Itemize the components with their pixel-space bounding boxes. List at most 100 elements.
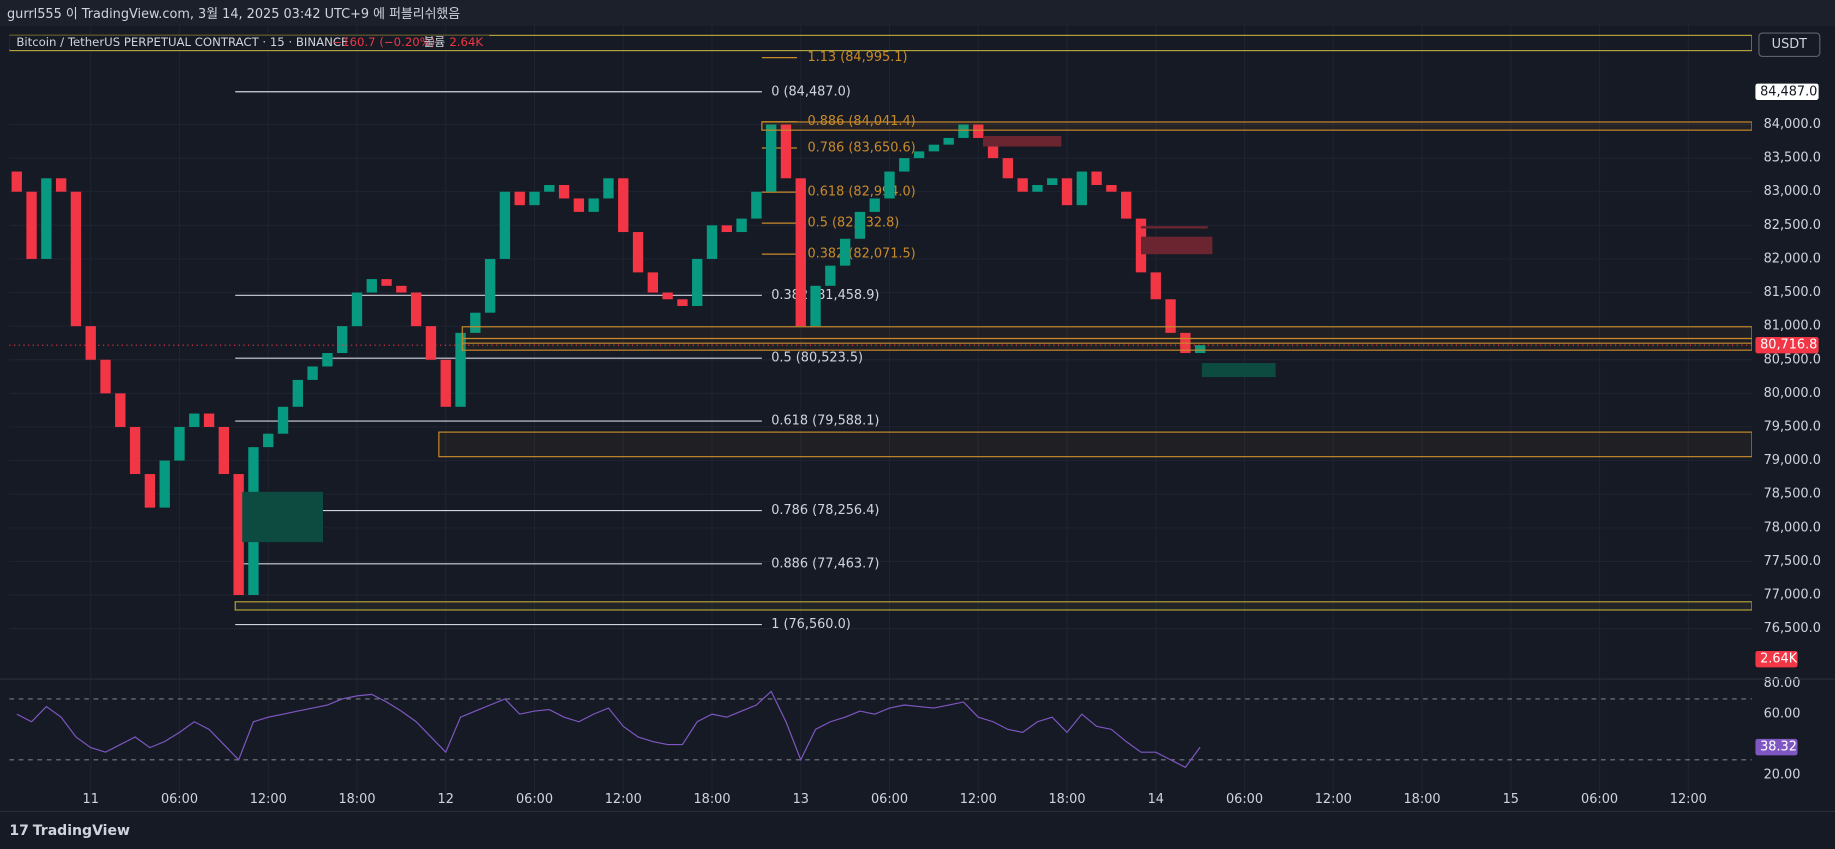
candle-body [159,460,170,508]
candle-body [529,191,540,206]
candle-body [1032,184,1043,192]
fib-label: 0.5 (80,523.5) [771,351,863,366]
currency-button[interactable] [1758,32,1821,58]
candle-body [11,171,22,192]
x-tick-label: 12:00 [605,792,642,807]
y-tick-label: 80,500.0 [1764,352,1821,367]
zone [9,34,1752,52]
y-tick-label: 77,500.0 [1764,554,1821,569]
candle-body [1121,191,1132,219]
x-tick-label: 12:00 [960,792,997,807]
candle-body [751,191,762,219]
rsi-tick-label: 80.00 [1764,676,1801,691]
pane [9,23,1752,806]
x-tick-label: 18:00 [693,792,730,807]
fib-label: 1 (76,560.0) [771,617,851,632]
demand-box [242,491,323,543]
x-tick-label: 06:00 [1581,792,1618,807]
candle-body [85,326,96,360]
y-tick-label: 79,000.0 [1764,453,1821,468]
volume-label: 볼륨 [424,35,446,49]
publisher: gurrl555 이 TradingView.com, 3월 14, 2025 … [7,6,460,22]
candle-body [1165,299,1176,333]
candle-body [647,272,659,293]
candle-body [706,225,718,259]
pane: 0 (84,487.0) 0.382 (81,458.9) 0.5 (80,523.… [9,50,1752,632]
candle-body [115,393,126,427]
y-tick-label: 83,500.0 [1764,151,1821,166]
candle-body [810,285,821,327]
y-tick-label: 78,500.0 [1764,487,1821,502]
y-tick-label: 77,000.0 [1764,588,1821,603]
candle-body [973,124,984,138]
candle-body [780,124,792,179]
x-tick-label: 12:00 [1315,792,1352,807]
fib-label: 0.786 (78,256.4) [771,503,879,518]
candle-body [662,292,673,300]
y-tick-label: 83,000.0 [1764,184,1821,199]
fib-label: 0.5 (82,532.8) [807,216,899,231]
x-tick-label: 15 [1503,792,1519,807]
fib-label: 0.786 (83,650.6) [807,140,915,155]
x-tick-label: 11 [83,792,99,807]
candle-body [514,191,525,206]
zone [438,431,1752,458]
candle-body [233,474,244,596]
candle-body [588,198,599,212]
x-tick-label: 12 [438,792,454,807]
brand-logo: 𝟭𝟳 [9,823,29,839]
y-tick-label: 82,000.0 [1764,251,1821,266]
candle-body [913,151,925,159]
y-tick-label: 79,500.0 [1764,419,1821,434]
fib-label: 0.618 (79,588.1) [771,414,879,429]
brand: TradingView [33,823,130,839]
candle-body [381,279,392,286]
candle-body [41,178,52,259]
candle-body [100,359,111,394]
candle-body [958,124,969,138]
rsi-line [16,690,1201,769]
y-tick-label: 81,500.0 [1764,285,1821,300]
y-tick-label: 76,500.0 [1764,621,1821,636]
price-tag [1755,336,1819,354]
candle-body [1076,171,1087,206]
candle-body [943,137,954,145]
candle-body [1047,178,1058,185]
candle-body [558,184,570,199]
candle-body [307,366,318,380]
candle-body [292,379,303,407]
candle-body [1002,158,1014,179]
candle-body [1017,178,1028,192]
candle-body [189,413,200,427]
x-tick-label: 14 [1148,792,1164,807]
fib-label: 0.382 (82,071.5) [807,247,915,262]
y-tick-label: 82,500.0 [1764,218,1821,233]
symbol: Bitcoin / TetherUS PERPETUAL CONTRACT · … [16,35,348,49]
x-tick-label: 06:00 [1226,792,1263,807]
candle-body [351,292,363,327]
zone [234,601,1752,611]
candle-body [544,184,555,192]
candle-body [795,178,806,327]
y-tick-label: 84,000.0 [1764,117,1821,132]
rsi-tag [1755,738,1798,756]
x-tick-label: 18:00 [338,792,375,807]
candle-body [263,433,274,448]
candle-body [928,144,940,152]
candle-body [677,299,688,306]
rsi-tick-label: 20.00 [1764,767,1801,782]
supply-box [983,136,1062,147]
candle-body [618,178,629,233]
drawings [9,34,1752,611]
candle-body [396,285,407,293]
candle-body [736,218,747,233]
candle-body [721,225,732,233]
currency[interactable]: USDT [1772,37,1807,52]
demand-box [1201,363,1276,378]
candle-body [1061,178,1073,206]
price-tag-label: 84,487.0 [1760,84,1817,99]
change: −160.7 (−0.20%) [332,35,435,49]
price-tag-label: 80,716.8 [1760,338,1817,353]
